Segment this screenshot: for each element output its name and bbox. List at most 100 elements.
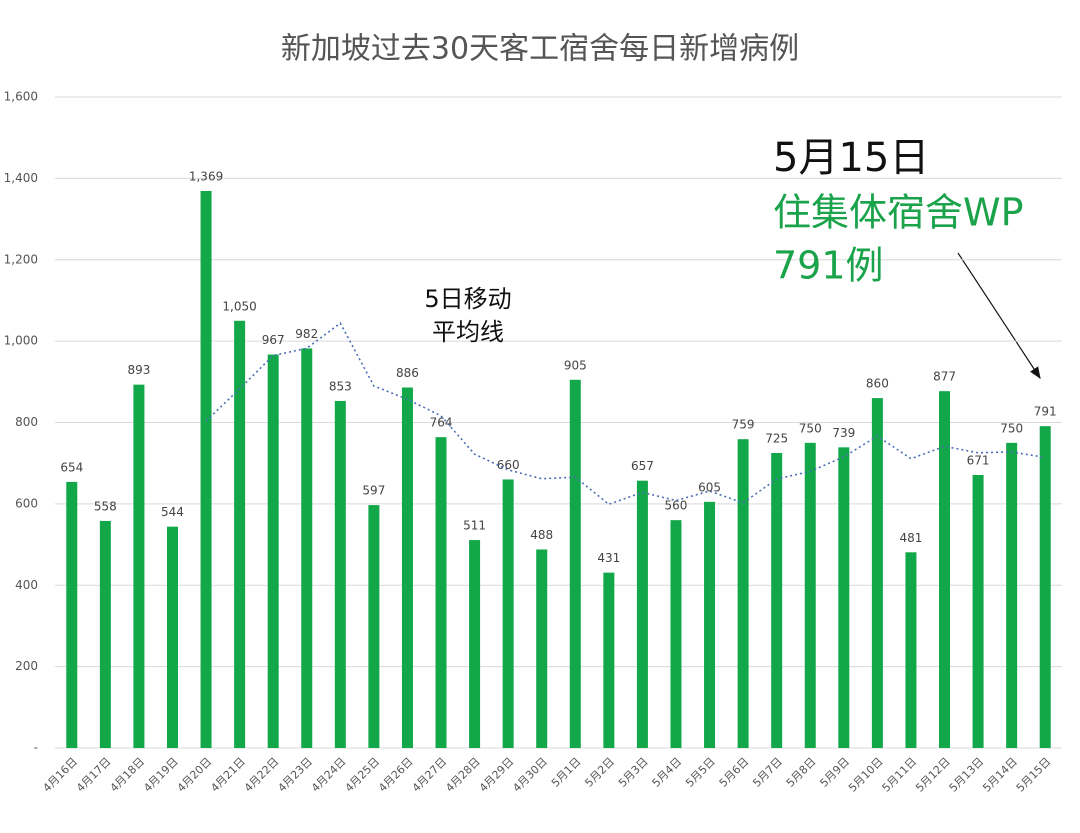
value-label: 739 (832, 426, 855, 440)
value-label: 764 (430, 416, 453, 430)
y-tick-label: 200 (15, 659, 38, 673)
bar (301, 348, 313, 748)
value-label: 905 (564, 358, 587, 372)
annotation-text: 5月15日 (773, 135, 929, 181)
bar (99, 520, 111, 748)
value-label: 654 (60, 460, 83, 474)
x-tick-label: 4月24日 (309, 755, 349, 795)
bar (200, 190, 212, 748)
y-tick-label: 1,200 (4, 252, 38, 266)
x-tick-label: 4月18日 (108, 755, 148, 795)
x-tick-label: 4月23日 (275, 755, 315, 795)
x-tick-label: 4月21日 (208, 755, 248, 795)
x-tick-label: 5月10日 (846, 755, 886, 795)
value-label: 725 (765, 432, 788, 446)
annotation-text: 791例 (773, 244, 884, 288)
value-label: 1,050 (222, 299, 256, 313)
bar (1006, 442, 1018, 748)
bar (737, 439, 749, 748)
bar (234, 320, 246, 748)
bar (804, 442, 816, 748)
bar (502, 479, 514, 748)
bar (704, 501, 716, 748)
value-label: 853 (329, 379, 352, 393)
moving-average-label: 5日移动 (424, 285, 511, 313)
value-label: 671 (967, 453, 990, 467)
x-tick-label: 4月25日 (343, 755, 383, 795)
value-label: 481 (899, 531, 922, 545)
value-label: 877 (933, 370, 956, 384)
x-tick-label: 5月3日 (616, 755, 651, 790)
value-label: 657 (631, 459, 654, 473)
y-tick-label: 800 (15, 415, 38, 429)
bar (838, 447, 850, 748)
value-label: 967 (262, 333, 285, 347)
x-tick-label: 4月30日 (510, 755, 550, 795)
x-tick-label: 5月1日 (549, 755, 584, 790)
y-tick-label: 400 (15, 578, 38, 592)
bar (939, 391, 951, 748)
value-label: 759 (732, 418, 755, 432)
x-tick-label: 4月20日 (175, 755, 215, 795)
value-label: 893 (127, 363, 150, 377)
value-label: 605 (698, 480, 721, 494)
x-tick-label: 5月14日 (980, 755, 1020, 795)
value-label: 886 (396, 366, 419, 380)
x-tick-label: 4月22日 (242, 755, 282, 795)
x-tick-label: 5月5日 (683, 755, 718, 790)
value-label: 982 (295, 327, 318, 341)
bar (569, 379, 581, 748)
value-label: 750 (1000, 421, 1023, 435)
bar (603, 572, 615, 748)
annotation-arrow (957, 252, 1041, 380)
value-label: 750 (799, 421, 822, 435)
bar (435, 437, 447, 748)
value-label: 597 (362, 484, 385, 498)
bar (133, 384, 145, 748)
bar (636, 480, 648, 748)
x-tick-label: 4月27日 (410, 755, 450, 795)
value-label: 560 (665, 499, 688, 513)
y-tick-label: 1,000 (4, 334, 38, 348)
value-label: 488 (530, 528, 553, 542)
value-label: 544 (161, 505, 184, 519)
moving-average-label: 平均线 (432, 318, 504, 346)
x-tick-label: 5月13日 (947, 755, 987, 795)
bar (905, 552, 917, 748)
y-tick-label: - (34, 741, 38, 755)
x-tick-label: 4月16日 (40, 755, 80, 795)
x-tick-label: 5月8日 (784, 755, 819, 790)
x-tick-label: 4月17日 (74, 755, 114, 795)
value-label: 431 (597, 551, 620, 565)
x-tick-label: 5月11日 (880, 755, 920, 795)
value-label: 558 (94, 499, 117, 513)
bar (469, 540, 481, 748)
x-tick-label: 4月26日 (376, 755, 416, 795)
chart-title: 新加坡过去30天客工宿舍每日新增病例 (281, 32, 799, 67)
x-tick-label: 5月15日 (1014, 755, 1054, 795)
value-label: 860 (866, 377, 889, 391)
annotation-text: 住集体宿舍WP (773, 191, 1024, 235)
value-label: 1,369 (189, 169, 223, 183)
moving-average-line (205, 321, 1046, 506)
bar (536, 549, 548, 748)
bar (368, 505, 380, 748)
bar (670, 520, 682, 748)
y-tick-label: 600 (15, 496, 38, 510)
bar (972, 474, 984, 748)
bar (267, 354, 279, 748)
bar (1039, 426, 1051, 748)
x-tick-label: 4月29日 (477, 755, 517, 795)
x-tick-label: 5月6日 (717, 755, 752, 790)
value-label: 660 (497, 458, 520, 472)
bar (771, 453, 783, 748)
x-tick-label: 4月28日 (443, 755, 483, 795)
y-tick-label: 1,600 (4, 90, 38, 104)
value-label: 511 (463, 519, 486, 533)
bar (401, 387, 413, 748)
bar (334, 400, 346, 748)
bar (166, 526, 178, 748)
x-tick-label: 5月2日 (582, 755, 617, 790)
